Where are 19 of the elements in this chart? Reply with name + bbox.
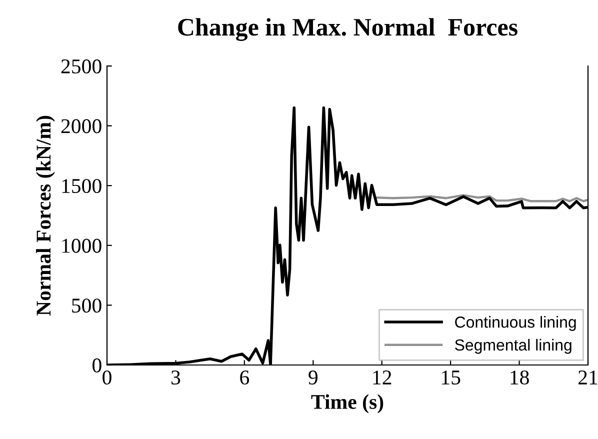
x-tick-label: 18 <box>510 370 529 385</box>
legend-label: Continuous lining <box>455 316 576 331</box>
legend-label: Segmental lining <box>455 338 572 354</box>
x-axis-title: Time (s) <box>311 394 384 414</box>
y-tick-label: 2000 <box>61 119 102 134</box>
x-tick-label: 6 <box>240 370 250 385</box>
y-tick-label: 1000 <box>62 238 102 253</box>
x-tick-label: 15 <box>442 370 460 385</box>
x-tick-label: 9 <box>308 370 318 385</box>
x-tick-label: 12 <box>373 370 392 384</box>
x-tick-label: 3 <box>172 370 180 385</box>
y-tick-label: 500 <box>72 298 102 313</box>
x-tick-label: 21 <box>578 370 598 384</box>
y-tick-label: 0 <box>92 358 102 372</box>
x-tick-label: 0 <box>102 370 112 385</box>
y-tick-label: 2500 <box>61 59 102 74</box>
y-axis-title: Normal Forces (kN/m) <box>36 116 55 316</box>
chart-title: Change in Max. Normal Forces <box>178 18 518 41</box>
y-tick-label: 1500 <box>62 178 102 194</box>
